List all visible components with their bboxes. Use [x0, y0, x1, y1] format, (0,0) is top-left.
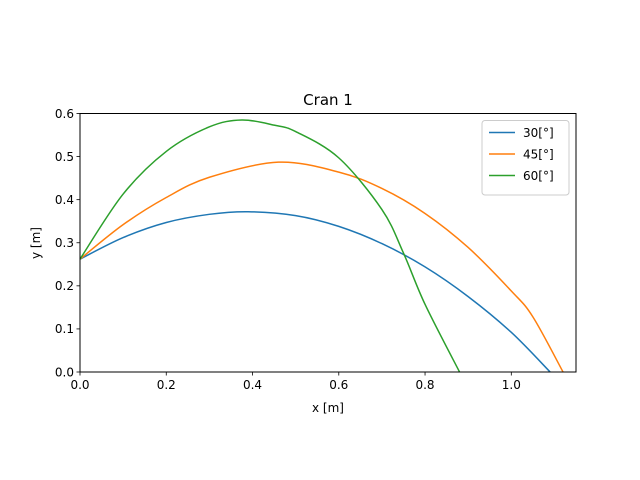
y-tick-label: 0.4 [55, 193, 74, 207]
series-line-1 [79, 210, 551, 373]
y-tick-label: 0.0 [55, 365, 74, 379]
x-axis: 0.0 0.2 0.4 0.6 0.8 1.0 [70, 372, 521, 392]
y-axis: 0.0 0.1 0.2 0.3 0.4 0.5 0.6 [55, 107, 80, 379]
y-tick-label: 0.5 [55, 150, 74, 164]
y-tick-label: 0.6 [55, 107, 74, 121]
x-tick-label: 0.6 [329, 378, 348, 392]
x-tick-label: 0.8 [415, 378, 434, 392]
series-line-3 [79, 119, 461, 373]
legend-box [481, 120, 570, 196]
y-tick-label: 0.3 [55, 236, 74, 250]
x-tick-label: 0.2 [157, 378, 176, 392]
legend-label-1: 30[°] [523, 126, 554, 140]
x-tick-label: 0.4 [243, 378, 262, 392]
y-axis-label: y [m] [29, 227, 43, 259]
x-tick-label: 1.0 [502, 378, 521, 392]
y-tick-label: 0.2 [55, 279, 74, 293]
chart-title: Cran 1 [303, 91, 353, 109]
x-axis-label: x [m] [312, 401, 344, 415]
y-tick-label: 0.1 [55, 322, 74, 336]
legend-label-3: 60[°] [523, 169, 554, 183]
legend: 30[°] 45[°] 60[°] [481, 120, 570, 196]
plot-layer [79, 119, 564, 373]
legend-label-2: 45[°] [523, 147, 554, 161]
x-tick-label: 0.0 [70, 378, 89, 392]
